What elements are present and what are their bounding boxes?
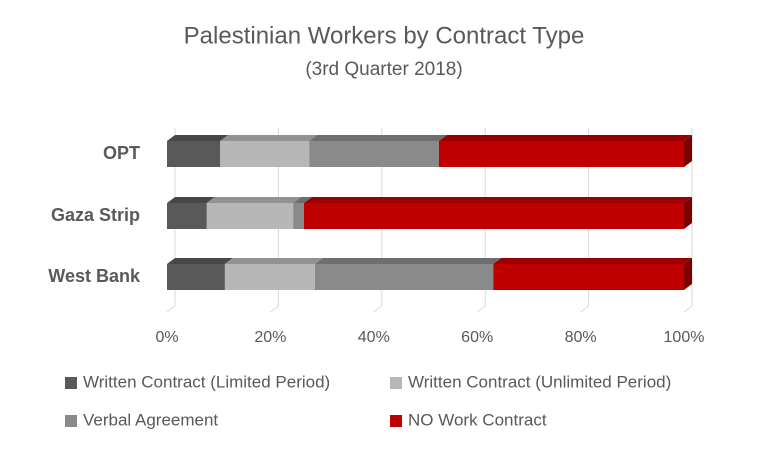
bar — [314, 264, 494, 290]
x-tick-label: 100% — [664, 329, 705, 346]
y-tick-label: OPT — [103, 143, 140, 163]
grid-floor — [373, 305, 383, 313]
bar-top — [309, 135, 447, 141]
bar-top — [304, 197, 692, 203]
chart-subtitle: (3rd Quarter 2018) — [305, 59, 462, 80]
bar-top — [493, 258, 692, 264]
bar — [304, 203, 684, 229]
bar-top — [167, 197, 215, 203]
x-tick-label: 80% — [565, 329, 597, 346]
legend-swatch — [65, 377, 77, 389]
bar-top — [224, 258, 323, 264]
grid-floor — [683, 305, 693, 313]
legend-swatch — [65, 415, 77, 427]
grid-floor — [580, 305, 589, 313]
bar — [309, 141, 439, 167]
bar-top — [206, 197, 302, 203]
bar-side — [684, 135, 692, 167]
grid-floor — [270, 305, 279, 313]
legend-label: NO Work Contract — [408, 410, 547, 429]
chart-title: Palestinian Workers by Contract Type — [184, 22, 585, 49]
x-tick-label: 60% — [461, 329, 493, 346]
bar-top — [293, 197, 313, 203]
y-tick-label: Gaza Strip — [51, 205, 140, 225]
y-tick-label: West Bank — [48, 266, 141, 286]
bar — [206, 203, 294, 229]
legend-swatch — [390, 415, 402, 427]
bar-top — [167, 135, 229, 141]
bar — [224, 264, 315, 290]
grid-floor — [166, 305, 176, 313]
bar — [293, 203, 305, 229]
legend-label: Verbal Agreement — [83, 410, 218, 429]
legend-label: Written Contract (Limited Period) — [83, 372, 330, 391]
legend-swatch — [390, 377, 402, 389]
bar-top — [314, 258, 502, 264]
bar-side — [684, 258, 692, 290]
x-tick-label: 40% — [358, 329, 390, 346]
bar-top — [438, 135, 692, 141]
bar — [220, 141, 310, 167]
bar-top — [220, 135, 318, 141]
bar — [167, 203, 207, 229]
bar — [167, 141, 221, 167]
grid-floor — [476, 305, 486, 313]
bar-top — [167, 258, 233, 264]
bar — [438, 141, 684, 167]
x-tick-label: 20% — [254, 329, 286, 346]
bar-side — [684, 197, 692, 229]
x-tick-label: 0% — [155, 329, 178, 346]
bar — [167, 264, 225, 290]
bar — [493, 264, 684, 290]
legend-label: Written Contract (Unlimited Period) — [408, 372, 671, 391]
